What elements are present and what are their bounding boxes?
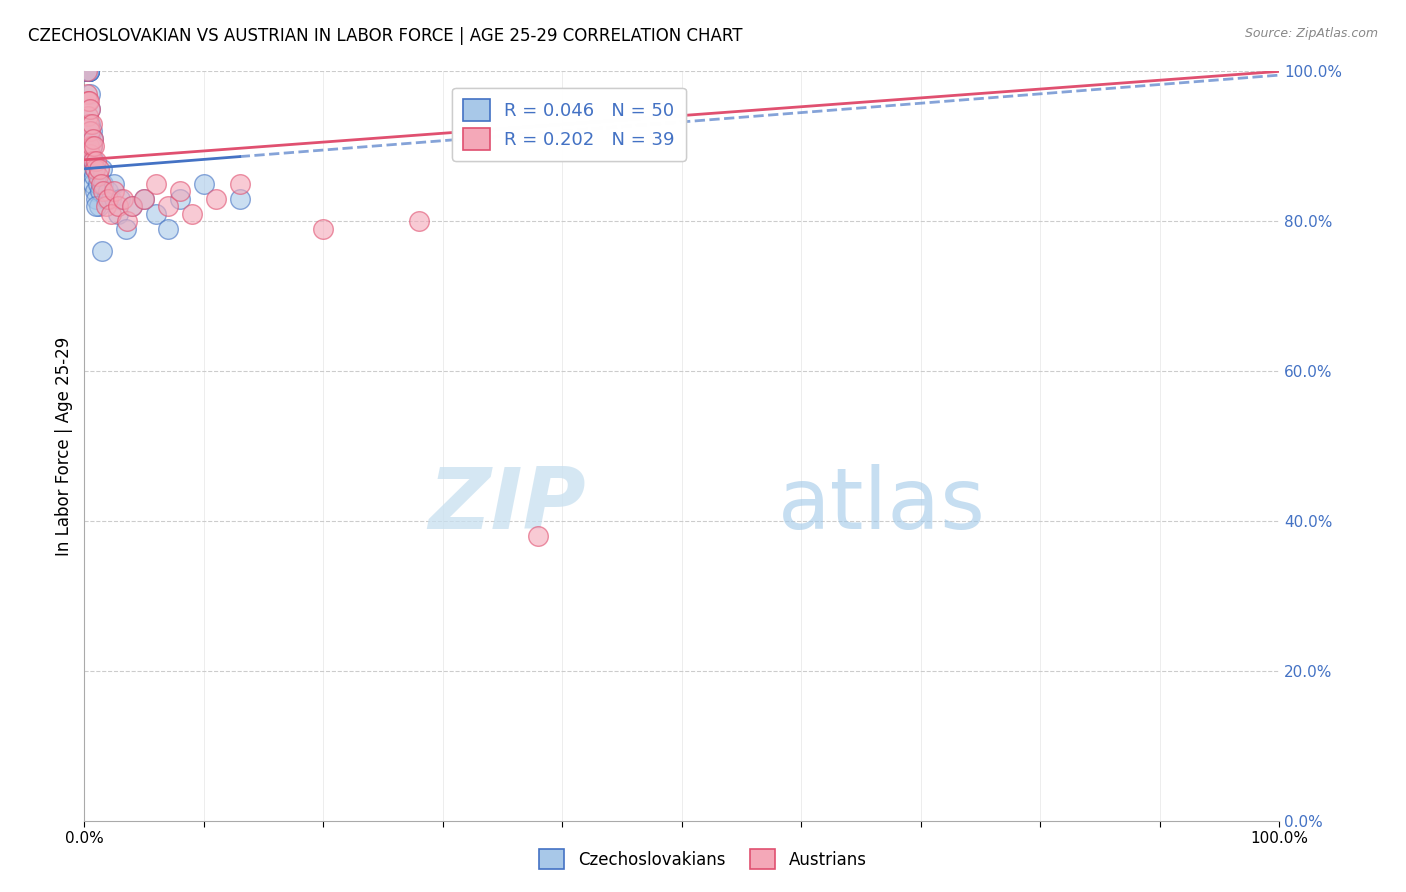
Point xyxy=(77,64,100,78)
Point xyxy=(157,221,180,235)
Point xyxy=(229,192,252,206)
Point xyxy=(80,161,103,176)
Point xyxy=(77,64,100,78)
Point xyxy=(79,117,101,131)
Point xyxy=(312,221,335,235)
Point xyxy=(86,177,108,191)
Point xyxy=(76,64,98,78)
Point xyxy=(79,87,101,101)
Point xyxy=(132,192,156,206)
Point xyxy=(229,177,252,191)
Point xyxy=(181,207,204,221)
Point xyxy=(103,177,125,191)
Text: ZIP: ZIP xyxy=(429,465,586,548)
Point xyxy=(77,64,100,78)
Point xyxy=(97,192,120,206)
Point xyxy=(107,199,129,213)
Point xyxy=(79,124,101,138)
Point xyxy=(77,64,100,78)
Point xyxy=(77,139,100,153)
Point xyxy=(80,124,103,138)
Point xyxy=(79,102,101,116)
Y-axis label: In Labor Force | Age 25-29: In Labor Force | Age 25-29 xyxy=(55,336,73,556)
Point xyxy=(145,207,167,221)
Point xyxy=(76,64,98,78)
Point xyxy=(80,139,103,153)
Point xyxy=(89,184,111,198)
Point xyxy=(90,177,112,191)
Point xyxy=(145,177,167,191)
Point xyxy=(115,221,138,235)
Point xyxy=(93,177,115,191)
Point xyxy=(84,184,107,198)
Point xyxy=(86,169,108,184)
Point xyxy=(82,132,104,146)
Point xyxy=(103,184,125,198)
Point xyxy=(76,87,98,101)
Point xyxy=(82,132,104,146)
Point xyxy=(86,192,108,206)
Point xyxy=(77,64,100,78)
Point xyxy=(94,199,117,213)
Point xyxy=(527,529,550,543)
Point xyxy=(117,214,139,228)
Point xyxy=(94,192,117,206)
Point xyxy=(77,95,100,109)
Point xyxy=(121,199,143,213)
Legend: Czechoslovakians, Austrians: Czechoslovakians, Austrians xyxy=(530,838,876,880)
Point xyxy=(84,161,107,176)
Point xyxy=(82,154,104,169)
Point xyxy=(169,192,191,206)
Point xyxy=(205,192,228,206)
Point xyxy=(408,214,430,228)
Point xyxy=(76,64,98,78)
Point xyxy=(77,95,100,109)
Point xyxy=(87,161,110,176)
Point xyxy=(83,169,105,184)
Point xyxy=(76,64,98,78)
Point xyxy=(111,192,134,206)
Point xyxy=(91,161,114,176)
Point xyxy=(82,177,104,191)
Point xyxy=(79,132,101,146)
Point xyxy=(107,207,129,221)
Point xyxy=(91,244,114,259)
Point xyxy=(97,184,120,198)
Point xyxy=(82,154,104,169)
Point xyxy=(80,117,103,131)
Text: CZECHOSLOVAKIAN VS AUSTRIAN IN LABOR FORCE | AGE 25-29 CORRELATION CHART: CZECHOSLOVAKIAN VS AUSTRIAN IN LABOR FOR… xyxy=(28,27,742,45)
Point xyxy=(83,154,105,169)
Point xyxy=(83,139,105,153)
Point xyxy=(193,177,215,191)
Point xyxy=(79,146,101,161)
Point xyxy=(86,154,108,169)
Point xyxy=(93,184,115,198)
Point xyxy=(77,109,100,123)
Point xyxy=(100,207,122,221)
Point xyxy=(121,199,143,213)
Point xyxy=(79,102,101,116)
Point xyxy=(169,184,191,198)
Point xyxy=(86,199,108,213)
Point xyxy=(77,64,100,78)
Point xyxy=(77,64,100,78)
Point xyxy=(80,139,103,153)
Point xyxy=(110,192,132,206)
Point xyxy=(100,192,122,206)
Point xyxy=(157,199,180,213)
Point xyxy=(77,117,100,131)
Point xyxy=(79,146,101,161)
Point xyxy=(77,64,100,78)
Text: atlas: atlas xyxy=(778,465,986,548)
Point xyxy=(132,192,156,206)
Point xyxy=(84,161,107,176)
Point xyxy=(87,199,110,213)
Point xyxy=(77,64,100,78)
Legend: R = 0.046   N = 50, R = 0.202   N = 39: R = 0.046 N = 50, R = 0.202 N = 39 xyxy=(451,88,686,161)
Text: Source: ZipAtlas.com: Source: ZipAtlas.com xyxy=(1244,27,1378,40)
Point xyxy=(77,64,100,78)
